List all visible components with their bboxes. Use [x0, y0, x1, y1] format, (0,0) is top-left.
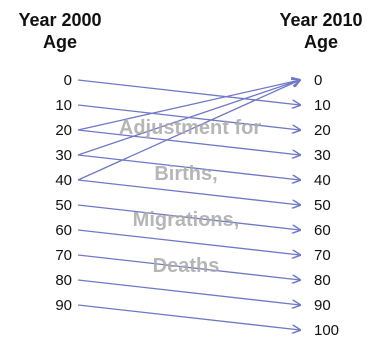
left-age-labels: 0 10 20 30 40 50 60 70 80 90: [55, 72, 72, 314]
flow-arrow-70-to-80: [77, 254, 300, 280]
left-age-header: Age: [43, 32, 77, 52]
flow-arrow-30-to-0: [77, 80, 300, 156]
right-year-header: Year 2010: [279, 10, 362, 30]
left-age-label-30: 30: [55, 147, 72, 164]
adjustment-overlay: Adjustment for Births, Migrations, Death…: [119, 117, 261, 277]
left-age-label-20: 20: [55, 122, 72, 139]
right-age-label-80: 80: [314, 272, 331, 289]
right-age-label-30: 30: [314, 147, 331, 164]
right-age-label-40: 40: [314, 172, 331, 189]
right-age-label-100: 100: [314, 322, 339, 337]
flow-arrow-20-to-0: [77, 80, 300, 131]
right-age-label-50: 50: [314, 197, 331, 214]
right-age-label-60: 60: [314, 222, 331, 239]
flow-arrow-0-to-10: [77, 79, 300, 105]
right-age-label-70: 70: [314, 247, 331, 264]
flow-arrow-90-to-100: [77, 304, 300, 330]
right-age-label-10: 10: [314, 97, 331, 114]
adjustment-line-4: Deaths: [153, 255, 220, 277]
left-age-label-80: 80: [55, 272, 72, 289]
right-age-header: Age: [304, 32, 338, 52]
left-year-header: Year 2000: [18, 10, 101, 30]
left-age-label-0: 0: [64, 72, 72, 89]
left-age-label-70: 70: [55, 247, 72, 264]
adjustment-line-2: Births,: [154, 163, 217, 185]
flow-arrow-30-to-40: [77, 154, 300, 180]
left-age-label-10: 10: [55, 97, 72, 114]
left-age-label-50: 50: [55, 197, 72, 214]
right-age-labels: 0 10 20 30 40 50 60 70 80 90 100: [314, 72, 339, 337]
flow-arrows: [77, 79, 300, 330]
left-age-label-60: 60: [55, 222, 72, 239]
left-age-label-90: 90: [55, 297, 72, 314]
adjustment-line-1: Adjustment for: [119, 117, 261, 139]
adjustment-line-3: Migrations,: [133, 209, 240, 231]
left-age-label-40: 40: [55, 172, 72, 189]
flow-arrow-50-to-60: [77, 204, 300, 230]
flow-arrow-40-to-0: [77, 80, 300, 181]
right-age-label-0: 0: [314, 72, 322, 89]
flow-arrow-40-to-50: [77, 179, 300, 205]
right-age-label-90: 90: [314, 297, 331, 314]
flow-arrow-60-to-70: [77, 229, 300, 255]
flow-arrow-20-to-30: [77, 129, 300, 155]
flow-arrow-80-to-90: [77, 279, 300, 305]
right-age-label-20: 20: [314, 122, 331, 139]
